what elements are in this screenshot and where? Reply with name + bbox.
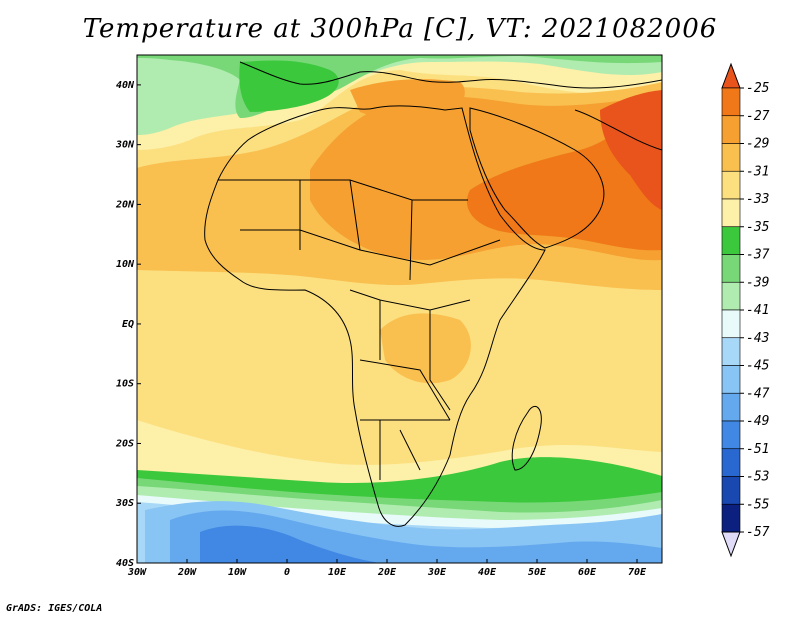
colorbar-cell	[721, 476, 741, 505]
x-tick-label: 60E	[578, 567, 597, 578]
colorbar-label: -25	[746, 81, 770, 96]
x-tick-label: 10W	[228, 567, 247, 578]
y-tick-label: 20N	[115, 199, 135, 210]
colorbar-label: -51	[746, 442, 769, 457]
y-axis: 40N 30N 20N 10N EQ 10S 20S 30S 40S	[115, 80, 141, 569]
coastlines	[204, 61, 662, 527]
colorbar-label: -57	[746, 525, 770, 540]
plot-frame	[136, 54, 663, 564]
colorbar-cell	[721, 337, 741, 366]
y-tick-label: 30S	[115, 498, 134, 509]
x-tick-label: 30W	[127, 567, 147, 578]
field-egypt-t29	[350, 79, 465, 120]
colorbar-label: -47	[746, 386, 770, 401]
border-central	[349, 289, 471, 480]
x-tick-label: 40E	[478, 567, 497, 578]
colorbar-cell	[721, 392, 741, 422]
x-tick-label: 50E	[528, 567, 547, 578]
africa-coastline	[204, 105, 546, 527]
colorbar-label: -49	[746, 414, 769, 429]
field-central-t31	[380, 313, 471, 384]
colorbar-cell	[721, 87, 741, 117]
colorbar-cell	[721, 170, 741, 200]
y-tick-label: 40N	[116, 80, 135, 91]
colorbar-cell	[721, 281, 741, 311]
field-iran-t25	[600, 90, 662, 210]
colorbar-cell	[721, 503, 741, 533]
x-tick-label: 0	[284, 567, 290, 578]
y-tick-label: 10N	[116, 259, 135, 270]
y-tick-label: 40S	[116, 558, 134, 569]
colorbar: -25 -27 -29 -31 -33 -35 -37 -39 -41 -43 -45 -47 -49 -…	[721, 62, 770, 558]
colorbar-cell	[721, 254, 741, 283]
colorbar-label: -29	[746, 137, 769, 152]
colorbar-label: -53	[746, 470, 769, 485]
colorbar-cell	[721, 226, 741, 255]
x-tick-label: 20W	[177, 567, 197, 578]
colorbar-cell	[721, 115, 741, 144]
x-tick-label: 70E	[628, 567, 647, 578]
colorbar-label: -43	[746, 331, 769, 346]
temperature-field	[137, 55, 662, 563]
colorbar-label: -27	[746, 109, 770, 124]
grads-credit: GrADS: IGES/COLA	[6, 603, 103, 614]
colorbar-cell	[721, 365, 741, 394]
colorbar-label: -35	[746, 220, 770, 235]
field-south-t51	[200, 525, 380, 563]
y-tick-label: 10S	[116, 379, 134, 390]
colorbar-cell	[721, 198, 741, 228]
y-tick-label: EQ	[122, 319, 134, 330]
colorbar-label: -37	[746, 248, 770, 263]
colorbar-cell	[721, 143, 741, 172]
x-axis: 30W 20W 10W 0 10E 20E 30E 40E 50E 60E 70E	[127, 559, 647, 578]
colorbar-label: -55	[746, 497, 770, 512]
border-sahel	[218, 179, 501, 281]
colorbar-label: -33	[746, 192, 769, 207]
y-tick-label: 30N	[115, 140, 135, 151]
colorbar-arrow-top	[721, 62, 741, 89]
colorbar-cell	[721, 309, 741, 339]
colorbar-cell	[721, 420, 741, 450]
x-tick-label: 20E	[377, 567, 397, 578]
colorbar-arrow-bottom	[721, 531, 741, 558]
colorbar-label: -39	[746, 275, 769, 290]
x-tick-label: 30E	[427, 567, 447, 578]
madagascar-coastline	[511, 406, 542, 471]
x-tick-label: 10E	[328, 567, 347, 578]
colorbar-label: -41	[746, 303, 769, 318]
iran-coastline	[574, 109, 662, 151]
y-tick-label: 20S	[115, 438, 134, 449]
europe-coastline	[239, 61, 662, 89]
map-title: Temperature at 300hPa [C], VT: 202108200…	[82, 14, 718, 44]
colorbar-label: -45	[746, 359, 770, 374]
colorbar-label: -31	[746, 164, 769, 179]
field-north-green-dark	[239, 60, 339, 112]
arabia-coastline	[469, 107, 605, 249]
colorbar-cell	[721, 448, 741, 477]
